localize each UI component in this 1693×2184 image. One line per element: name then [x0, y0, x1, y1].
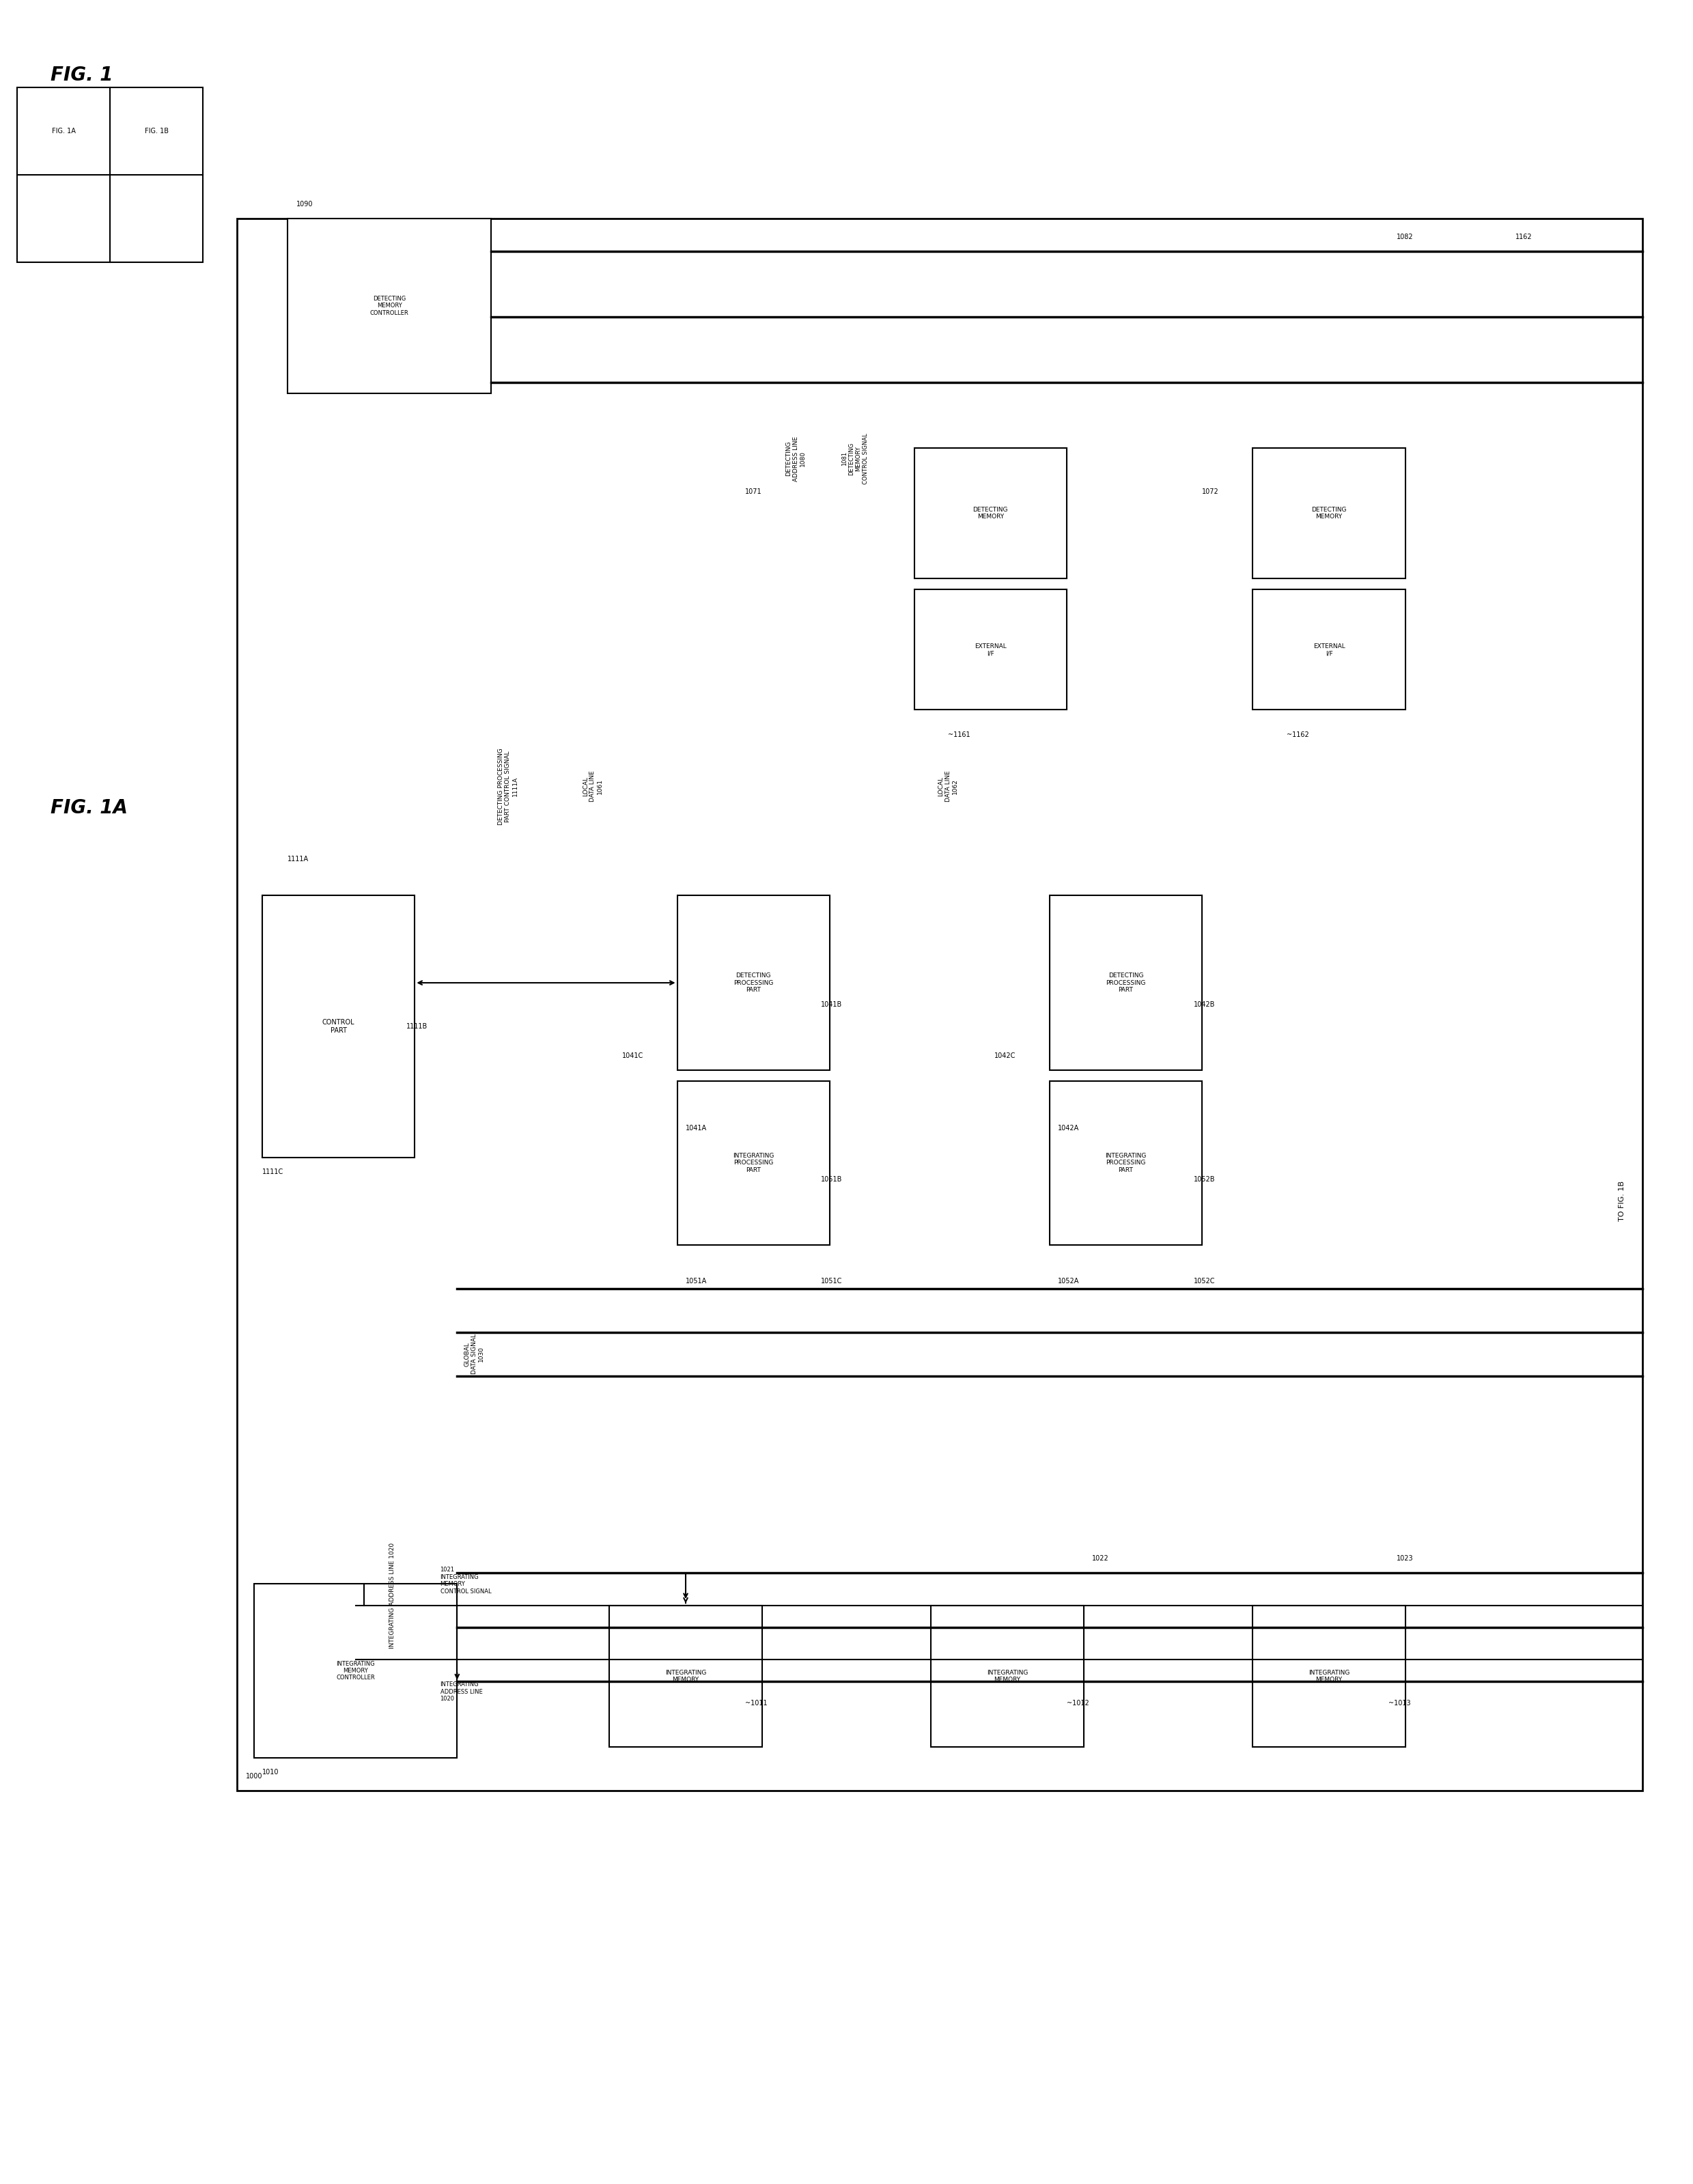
Text: ~1162: ~1162	[1287, 732, 1309, 738]
FancyBboxPatch shape	[237, 218, 1642, 1791]
Text: FIG. 1B: FIG. 1B	[144, 127, 169, 135]
FancyBboxPatch shape	[1253, 448, 1405, 579]
Text: ~1012: ~1012	[1067, 1699, 1089, 1708]
Text: 1021
INTEGRATING
MEMORY
CONTROL SIGNAL: 1021 INTEGRATING MEMORY CONTROL SIGNAL	[440, 1566, 491, 1594]
Text: TO FIG. 1B: TO FIG. 1B	[1619, 1182, 1625, 1221]
FancyBboxPatch shape	[254, 1583, 457, 1758]
Text: INTEGRATING ADDRESS LINE 1020: INTEGRATING ADDRESS LINE 1020	[389, 1542, 396, 1649]
Text: ~1161: ~1161	[948, 732, 970, 738]
Text: LOCAL
DATA LINE
1062: LOCAL DATA LINE 1062	[938, 771, 958, 802]
Text: FIG. 1A: FIG. 1A	[51, 127, 76, 135]
Text: 1041B: 1041B	[821, 1000, 843, 1009]
Text: 1042A: 1042A	[1058, 1125, 1080, 1131]
Text: INTEGRATING
MEMORY: INTEGRATING MEMORY	[987, 1669, 1028, 1684]
Text: 1041A: 1041A	[686, 1125, 708, 1131]
Text: DETECTING PROCESSING
PART CONTROL SIGNAL
1111A: DETECTING PROCESSING PART CONTROL SIGNAL…	[498, 747, 518, 826]
FancyBboxPatch shape	[17, 87, 203, 262]
Text: 1042C: 1042C	[994, 1053, 1016, 1059]
Text: 1052A: 1052A	[1058, 1278, 1080, 1284]
Text: 1010: 1010	[262, 1769, 279, 1776]
Text: 1082: 1082	[1397, 234, 1414, 240]
FancyBboxPatch shape	[931, 1605, 1084, 1747]
Text: 1051C: 1051C	[821, 1278, 843, 1284]
Text: 1111C: 1111C	[262, 1168, 284, 1175]
FancyBboxPatch shape	[609, 1605, 762, 1747]
Text: CONTROL
PART: CONTROL PART	[322, 1020, 356, 1033]
Text: GLOBAL
DATA SIGNAL
1030: GLOBAL DATA SIGNAL 1030	[464, 1334, 484, 1374]
Text: ~1013: ~1013	[1388, 1699, 1410, 1708]
Text: 1052C: 1052C	[1194, 1278, 1216, 1284]
Text: 1081
DETECTING
MEMORY
CONTROL SIGNAL: 1081 DETECTING MEMORY CONTROL SIGNAL	[841, 432, 869, 485]
Text: ~1011: ~1011	[745, 1699, 767, 1708]
Text: 1111A: 1111A	[288, 856, 310, 863]
FancyBboxPatch shape	[288, 218, 491, 393]
FancyBboxPatch shape	[1253, 1605, 1405, 1747]
FancyBboxPatch shape	[914, 590, 1067, 710]
Text: INTEGRATING
ADDRESS LINE
1020: INTEGRATING ADDRESS LINE 1020	[440, 1682, 483, 1701]
Text: 1162: 1162	[1515, 234, 1532, 240]
Text: 1000: 1000	[245, 1773, 262, 1780]
Text: 1052B: 1052B	[1194, 1175, 1216, 1184]
Text: 1090: 1090	[296, 201, 313, 207]
Text: 1111B: 1111B	[406, 1022, 428, 1031]
Text: 1022: 1022	[1092, 1555, 1109, 1562]
Text: INTEGRATING
MEMORY: INTEGRATING MEMORY	[1309, 1669, 1349, 1684]
Text: INTEGRATING
MEMORY
CONTROLLER: INTEGRATING MEMORY CONTROLLER	[337, 1660, 374, 1682]
Text: 1072: 1072	[1202, 487, 1219, 496]
Text: INTEGRATING
PROCESSING
PART: INTEGRATING PROCESSING PART	[733, 1153, 774, 1173]
Text: 1042B: 1042B	[1194, 1000, 1216, 1009]
Text: EXTERNAL
I/F: EXTERNAL I/F	[1314, 642, 1344, 657]
Text: DETECTING
PROCESSING
PART: DETECTING PROCESSING PART	[1106, 972, 1146, 994]
Text: DETECTING
MEMORY: DETECTING MEMORY	[1312, 507, 1346, 520]
Text: INTEGRATING
PROCESSING
PART: INTEGRATING PROCESSING PART	[1106, 1153, 1146, 1173]
FancyBboxPatch shape	[1050, 1081, 1202, 1245]
Text: 1023: 1023	[1397, 1555, 1414, 1562]
Text: FIG. 1A: FIG. 1A	[51, 799, 129, 817]
Text: INTEGRATING
MEMORY: INTEGRATING MEMORY	[665, 1669, 706, 1684]
Text: 1051B: 1051B	[821, 1175, 843, 1184]
FancyBboxPatch shape	[677, 1081, 830, 1245]
Text: FIG. 1: FIG. 1	[51, 66, 113, 85]
Text: 1071: 1071	[745, 487, 762, 496]
Text: 1051A: 1051A	[686, 1278, 708, 1284]
FancyBboxPatch shape	[1050, 895, 1202, 1070]
FancyBboxPatch shape	[914, 448, 1067, 579]
FancyBboxPatch shape	[1253, 590, 1405, 710]
Text: DETECTING
MEMORY
CONTROLLER: DETECTING MEMORY CONTROLLER	[371, 295, 408, 317]
Text: DETECTING
PROCESSING
PART: DETECTING PROCESSING PART	[733, 972, 774, 994]
Text: EXTERNAL
I/F: EXTERNAL I/F	[975, 642, 1006, 657]
FancyBboxPatch shape	[677, 895, 830, 1070]
Text: 1041C: 1041C	[621, 1053, 643, 1059]
Text: DETECTING
MEMORY: DETECTING MEMORY	[973, 507, 1007, 520]
FancyBboxPatch shape	[262, 895, 415, 1158]
Text: LOCAL
DATA LINE
1061: LOCAL DATA LINE 1061	[582, 771, 603, 802]
Text: DETECTING
ADDRESS LINE
1080: DETECTING ADDRESS LINE 1080	[786, 437, 806, 480]
